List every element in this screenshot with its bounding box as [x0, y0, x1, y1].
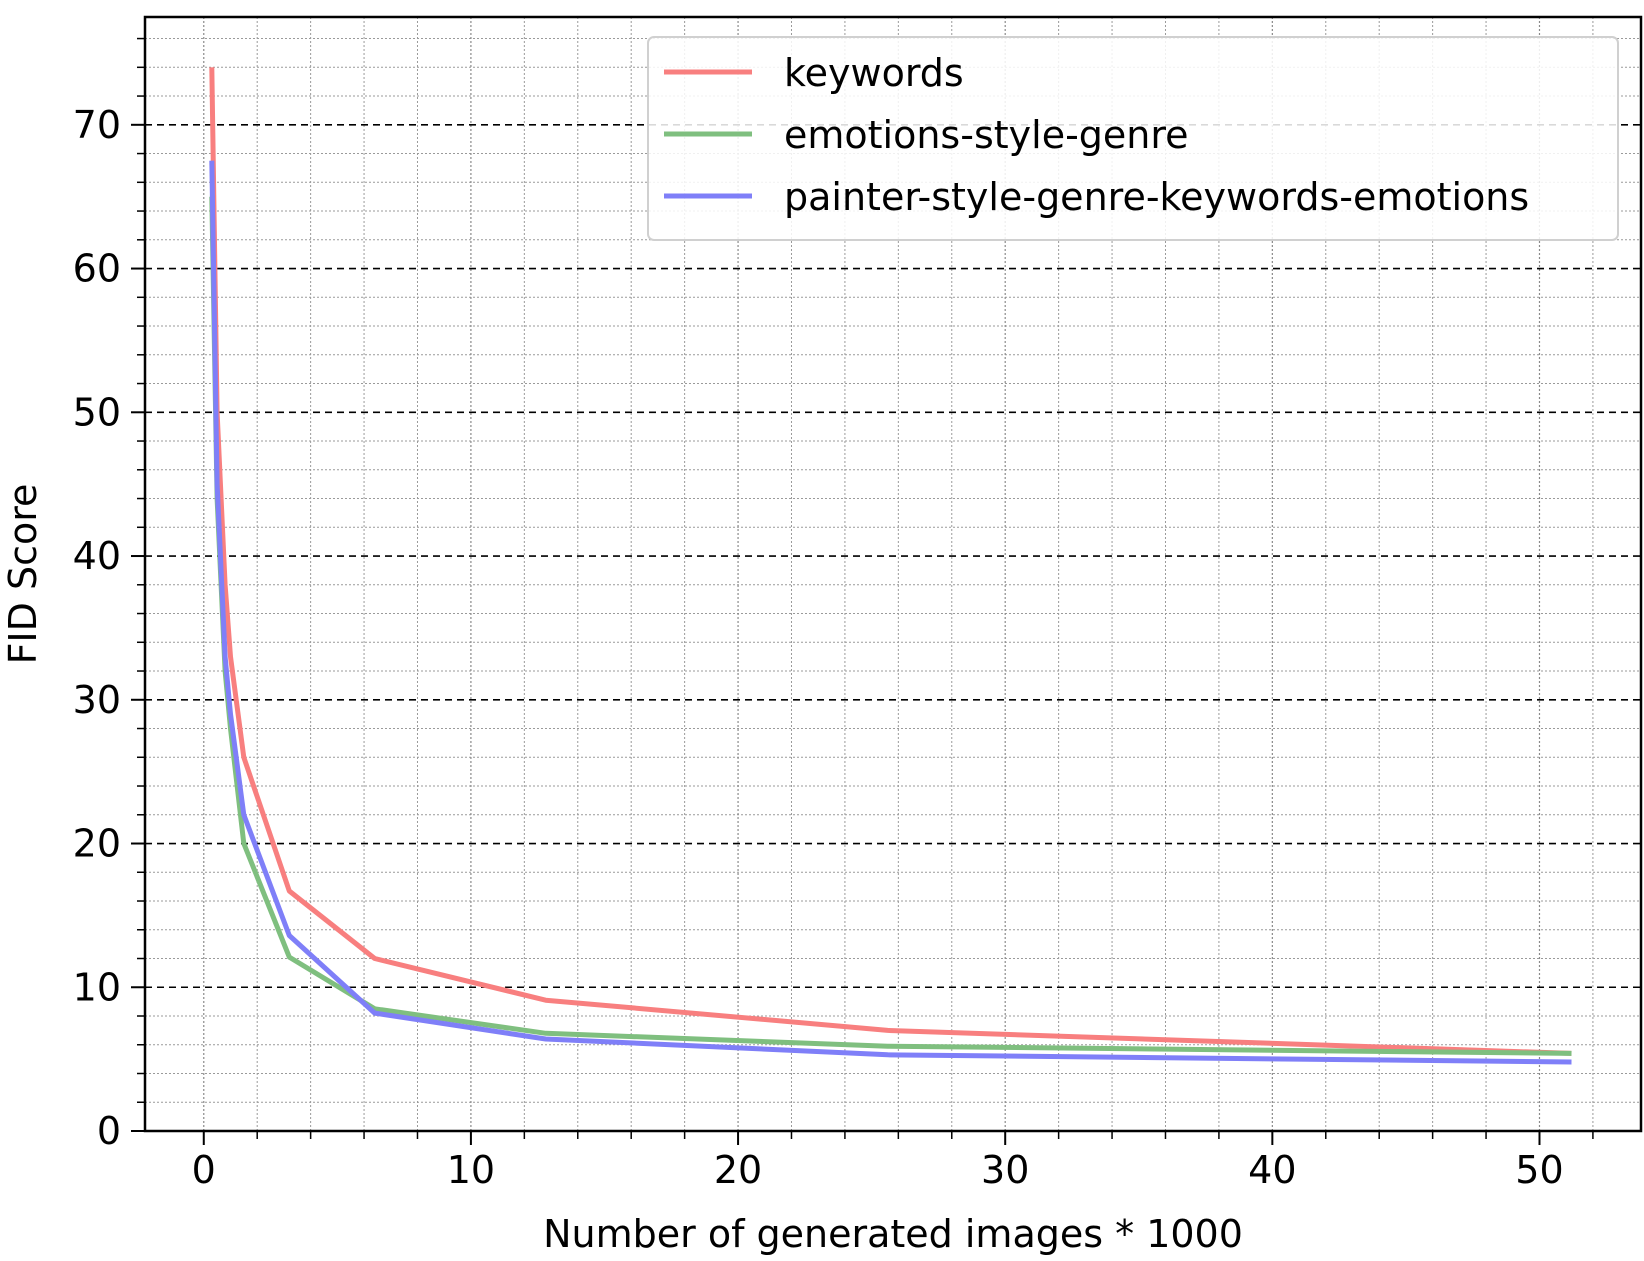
x-tick-label: 40 — [1248, 1148, 1296, 1192]
y-tick-label: 20 — [73, 822, 121, 866]
plot-frame — [143, 15, 1643, 1133]
y-tick-label: 70 — [73, 103, 121, 147]
y-tick-label: 40 — [73, 534, 121, 578]
legend: keywords emotions-style-genre painter-styl… — [647, 36, 1619, 241]
x-axis-title: Number of generated images * 1000 — [543, 1212, 1243, 1256]
y-tick-label: 0 — [97, 1109, 121, 1153]
series-line-3 — [209, 160, 1572, 1065]
axis-ticks — [131, 37, 1594, 1145]
y-tick-label: 60 — [73, 247, 121, 291]
legend-label-1: keywords — [784, 51, 964, 95]
y-tick-label: 10 — [73, 965, 121, 1009]
y-tick-label: 50 — [73, 390, 121, 434]
x-tick-label: 0 — [192, 1148, 216, 1192]
series-line-1 — [209, 67, 1572, 1056]
y-tick-label: 30 — [73, 678, 121, 722]
x-tick-label: 20 — [714, 1148, 762, 1192]
y-axis-title: FID Score — [1, 484, 45, 665]
legend-label-2: emotions-style-genre — [784, 113, 1189, 157]
series-lines — [209, 67, 1572, 1065]
x-tick-label: 30 — [981, 1148, 1029, 1192]
x-tick-label: 10 — [447, 1148, 495, 1192]
x-tick-label: 50 — [1515, 1148, 1563, 1192]
axis-tick-labels: 0 10 20 30 40 50 0 10 20 30 40 50 60 70 — [73, 103, 1564, 1192]
legend-box — [647, 36, 1619, 241]
legend-label-3: painter-style-genre-keywords-emotions — [784, 175, 1529, 219]
